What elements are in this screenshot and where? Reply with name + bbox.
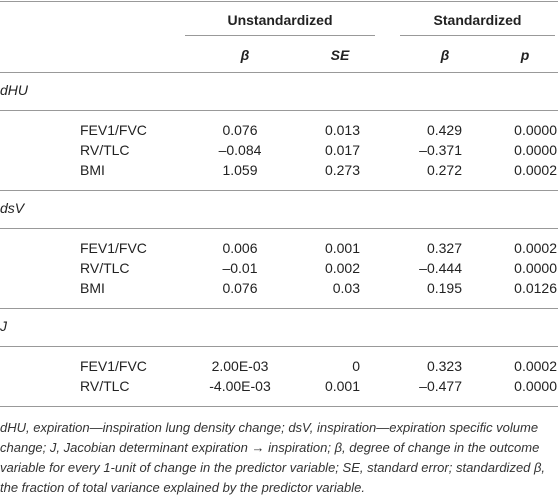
rule [0, 110, 558, 111]
cell: 0.0002 [514, 162, 557, 178]
cell: 0.0000 [514, 122, 557, 138]
cell: 0.0000 [514, 142, 557, 158]
column-header: β [240, 47, 250, 63]
cell: –0.477 [419, 378, 462, 394]
cell: 0.0000 [514, 260, 557, 276]
footnote: dHU, expiration—inspiration lung density… [0, 420, 546, 495]
row-label: FEV1/FVC [80, 358, 147, 374]
cell: 0.03 [332, 280, 360, 296]
section-label: J [0, 318, 7, 334]
cell: 0 [352, 358, 360, 374]
rule [0, 346, 558, 347]
row-label: FEV1/FVC [80, 122, 147, 138]
row-label: BMI [80, 162, 105, 178]
row-label: RV/TLC [80, 260, 130, 276]
cell: 0.429 [426, 122, 462, 138]
cell: 0.0000 [514, 378, 557, 394]
cell: 0.001 [324, 378, 360, 394]
cell: 0.013 [324, 122, 360, 138]
rule [0, 308, 558, 309]
cell: 0.0002 [514, 358, 557, 374]
rule [185, 35, 375, 36]
cell: 0.323 [426, 358, 462, 374]
group-header: Standardized [433, 12, 522, 28]
column-header: β [440, 47, 450, 63]
rule [400, 35, 555, 36]
cell: 0.017 [324, 142, 360, 158]
cell: 0.006 [222, 240, 258, 256]
column-header: p [520, 47, 530, 63]
cell: 1.059 [222, 162, 258, 178]
cell: –0.444 [419, 260, 462, 276]
rule [0, 1, 558, 2]
section-label: dsV [0, 200, 25, 216]
rule [0, 228, 558, 229]
cell: -4.00E-03 [209, 378, 271, 394]
rule [0, 72, 558, 73]
cell: –0.371 [419, 142, 462, 158]
column-header: SE [330, 47, 350, 63]
cell: 0.195 [426, 280, 462, 296]
cell: –0.01 [222, 260, 258, 276]
cell: 0.327 [426, 240, 462, 256]
cell: 0.0126 [514, 280, 557, 296]
cell: 0.273 [324, 162, 360, 178]
cell: –0.084 [218, 142, 262, 158]
cell: 0.001 [324, 240, 360, 256]
cell: 0.0002 [514, 240, 557, 256]
cell: 0.076 [222, 280, 258, 296]
cell: 0.002 [324, 260, 360, 276]
group-header: Unstandardized [227, 12, 333, 28]
rule [0, 406, 558, 407]
section-label: dHU [0, 82, 29, 98]
rule [0, 190, 558, 191]
row-label: RV/TLC [80, 378, 130, 394]
row-label: FEV1/FVC [80, 240, 147, 256]
cell: 0.076 [222, 122, 258, 138]
row-label: RV/TLC [80, 142, 130, 158]
cell: 2.00E-03 [211, 358, 269, 374]
row-label: BMI [80, 280, 105, 296]
cell: 0.272 [426, 162, 462, 178]
